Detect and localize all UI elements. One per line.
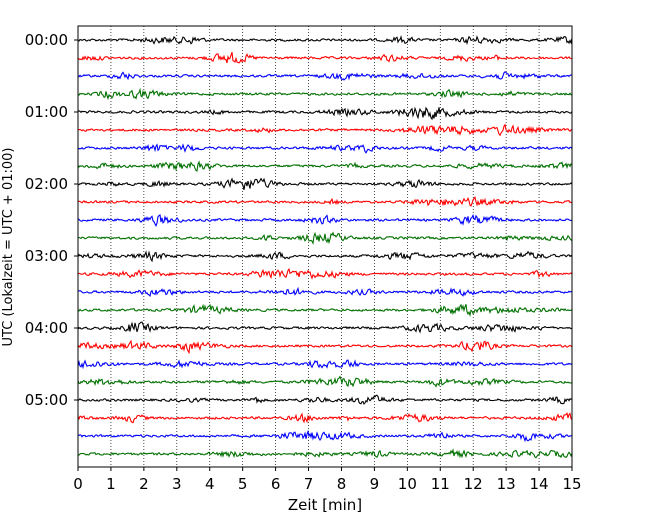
x-tick-label: 1 bbox=[106, 475, 116, 493]
seismogram-trace bbox=[77, 448, 573, 459]
seismogram-trace bbox=[77, 412, 573, 424]
y-axis: 00:00 01:00 02:00 03:00 04:00 05:00 bbox=[25, 31, 78, 409]
y-tick-label: 00:00 bbox=[25, 31, 68, 49]
x-tick-label: 13 bbox=[497, 475, 516, 493]
x-tick-label: 14 bbox=[530, 475, 549, 493]
x-tick-label: 11 bbox=[431, 475, 450, 493]
seismogram-trace bbox=[77, 231, 573, 246]
y-tick-label: 04:00 bbox=[25, 319, 68, 337]
seismogram-trace bbox=[77, 143, 573, 154]
seismogram-trace bbox=[77, 375, 573, 388]
seismogram-trace bbox=[77, 87, 573, 101]
x-tick-label: 6 bbox=[271, 475, 281, 493]
y-tick-label: 03:00 bbox=[25, 247, 68, 265]
x-tick-label: 3 bbox=[172, 475, 182, 493]
seismogram-trace bbox=[77, 250, 573, 263]
y-tick-label: 01:00 bbox=[25, 103, 68, 121]
x-tick-label: 4 bbox=[205, 475, 215, 493]
seismogram-trace bbox=[77, 52, 573, 64]
x-axis: 0 1 2 3 4 5 6 7 8 9 10 11 12 13 14 15 bbox=[73, 467, 582, 493]
seismogram-trace bbox=[77, 71, 573, 81]
x-tick-label: 7 bbox=[304, 475, 314, 493]
seismogram-trace bbox=[77, 321, 573, 334]
seismogram-trace bbox=[77, 177, 573, 191]
seismogram-trace bbox=[77, 303, 573, 318]
plot-frame bbox=[77, 25, 573, 468]
seismogram-trace bbox=[77, 196, 573, 207]
seismogram-trace bbox=[77, 429, 573, 443]
seismogram-trace bbox=[77, 394, 573, 405]
seismogram-trace bbox=[77, 286, 573, 297]
seismogram-trace bbox=[77, 106, 573, 121]
seismogram-trace bbox=[77, 123, 573, 137]
seismogram-trace bbox=[77, 359, 573, 370]
x-tick-label: 5 bbox=[238, 475, 248, 493]
seismogram-trace bbox=[77, 267, 573, 280]
y-tick-label: 02:00 bbox=[25, 175, 68, 193]
seismogram-trace bbox=[77, 160, 573, 172]
y-axis-label: UTC (Lokalzeit = UTC + 01:00) bbox=[1, 148, 16, 347]
x-tick-label: 2 bbox=[139, 475, 149, 493]
x-tick-label: 8 bbox=[337, 475, 347, 493]
x-axis-label: Zeit [min] bbox=[288, 496, 362, 514]
x-tick-label: 0 bbox=[73, 475, 83, 493]
seismogram-trace bbox=[77, 339, 573, 355]
plot-background bbox=[78, 26, 572, 467]
x-tick-label: 9 bbox=[370, 475, 380, 493]
seismogram-trace bbox=[77, 213, 573, 227]
x-tick-label: 15 bbox=[562, 475, 581, 493]
y-tick-label: 05:00 bbox=[25, 391, 68, 409]
x-tick-label: 12 bbox=[464, 475, 483, 493]
x-tick-label: 10 bbox=[398, 475, 417, 493]
seismogram-traces bbox=[77, 35, 573, 459]
seismogram-trace bbox=[77, 35, 573, 46]
